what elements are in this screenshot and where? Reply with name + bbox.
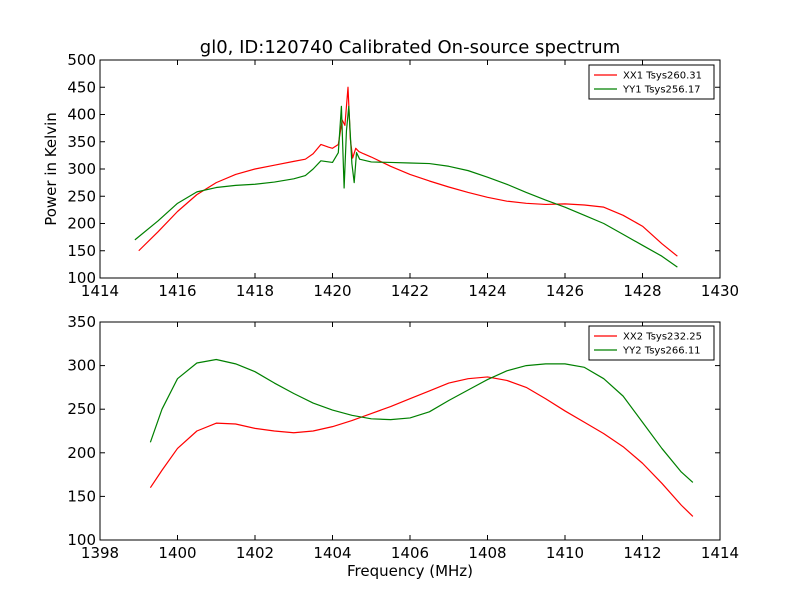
x-tick-label: 1408 <box>468 544 506 562</box>
legend-label: YY2 Tsys266.11 <box>622 346 701 357</box>
y-tick-label: 150 <box>67 487 96 505</box>
y-tick-label: 450 <box>67 78 96 96</box>
x-tick-label: 1428 <box>623 282 661 300</box>
y-tick-label: 350 <box>67 313 96 331</box>
chart-title: gl0, ID:120740 Calibrated On-source spec… <box>200 37 620 58</box>
x-tick-label: 1414 <box>81 282 119 300</box>
x-tick-label: 1412 <box>623 544 661 562</box>
legend: XX2 Tsys232.25 YY2 Tsys266.11 <box>588 325 715 361</box>
x-tick-label: 1406 <box>391 544 429 562</box>
x-tick-label: 1424 <box>468 282 506 300</box>
legend-box <box>588 325 715 361</box>
x-tick-label: 1426 <box>546 282 584 300</box>
legend: XX1 Tsys260.31 YY1 Tsys256.17 <box>588 64 715 100</box>
x-tick-label: 1430 <box>701 282 739 300</box>
y-tick-label: 500 <box>67 51 96 69</box>
x-tick-label: 1400 <box>158 544 196 562</box>
y-tick-label: 400 <box>67 106 96 124</box>
x-tick-label: 1410 <box>546 544 584 562</box>
x-tick-label: 1398 <box>81 544 119 562</box>
y-tick-label: 250 <box>67 400 96 418</box>
series-line-1 <box>149 376 694 517</box>
y-tick-label: 300 <box>67 357 96 375</box>
y-axis-label-top: Power in Kelvin <box>42 112 60 226</box>
x-axis-label: Frequency (MHz) <box>347 562 473 580</box>
legend-label: YY1 Tsys256.17 <box>622 85 701 96</box>
y-tick-label: 350 <box>67 133 96 151</box>
x-tick-label: 1422 <box>391 282 429 300</box>
x-tick-label: 1416 <box>158 282 196 300</box>
y-tick-label: 100 <box>67 269 96 287</box>
series-line-2 <box>149 358 694 483</box>
y-tick-label: 300 <box>67 160 96 178</box>
legend-label: XX1 Tsys260.31 <box>623 71 702 82</box>
legend-label: XX2 Tsys232.25 <box>623 332 702 343</box>
y-tick-label: 200 <box>67 444 96 462</box>
y-tick-label: 100 <box>67 531 96 549</box>
legend-box <box>588 64 715 100</box>
y-tick-label: 250 <box>67 187 96 205</box>
bottom-panel: 1398 1400 1402 1404 1406 1408 1410 1412 1414 100 1… <box>67 313 739 562</box>
x-tick-label: 1420 <box>313 282 351 300</box>
x-tick-label: 1402 <box>236 544 274 562</box>
x-tick-label: 1404 <box>313 544 351 562</box>
y-tick-label: 150 <box>67 242 96 260</box>
series-line-2 <box>134 105 678 268</box>
x-tick-label: 1418 <box>236 282 274 300</box>
y-tick-label: 200 <box>67 215 96 233</box>
x-tick-label: 1414 <box>701 544 739 562</box>
top-panel: 1414 1416 1418 1420 1422 1424 1426 1428 1430 100 1… <box>67 51 739 300</box>
